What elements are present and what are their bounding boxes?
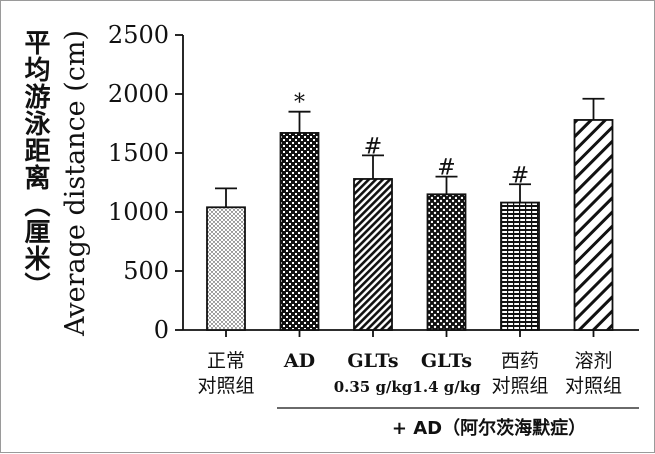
x-tick-label: 西药	[501, 350, 539, 372]
y-tick-label: 1000	[108, 198, 169, 226]
bar	[279, 132, 320, 331]
bar	[426, 193, 467, 331]
x-tick-label-line2: 对照组	[565, 375, 622, 397]
significance-marker: #	[511, 163, 529, 188]
x-tick-label: AD	[283, 350, 315, 372]
x-tick-label: 溶剂	[574, 350, 612, 372]
x-tick-label-line2: 对照组	[491, 375, 548, 397]
y-axis-title-en: Average distance (cm)	[60, 30, 91, 337]
bar	[500, 201, 540, 331]
x-tick-label: GLTs	[347, 350, 398, 372]
x-tick-label: GLTs	[421, 350, 472, 372]
bar	[573, 119, 614, 331]
y-tick-label: 0	[154, 316, 169, 344]
y-tick-label: 1500	[108, 139, 169, 167]
significance-marker: *	[294, 91, 305, 116]
x-tick-label-line2: 0.35 g/kg	[334, 378, 413, 396]
bar	[206, 206, 246, 331]
bars: * # # #	[206, 91, 614, 331]
group-label: + AD（阿尔茨海默症）	[392, 417, 586, 439]
x-tick-label: 正常	[207, 350, 245, 372]
y-axis-title-cn: 平均游泳距离（厘米）	[20, 29, 50, 299]
y-tick-label: 2000	[108, 80, 169, 108]
significance-marker: #	[364, 134, 382, 159]
bar	[353, 178, 393, 331]
x-tick-label-line2: 对照组	[197, 375, 254, 397]
y-tick-label: 500	[123, 257, 169, 285]
y-tick-label: 2500	[108, 21, 169, 49]
significance-marker: #	[437, 156, 455, 181]
x-tick-label-line2: 1.4 g/kg	[412, 378, 481, 396]
axes: 0 500 1000 1500 2000 2500	[108, 21, 639, 344]
